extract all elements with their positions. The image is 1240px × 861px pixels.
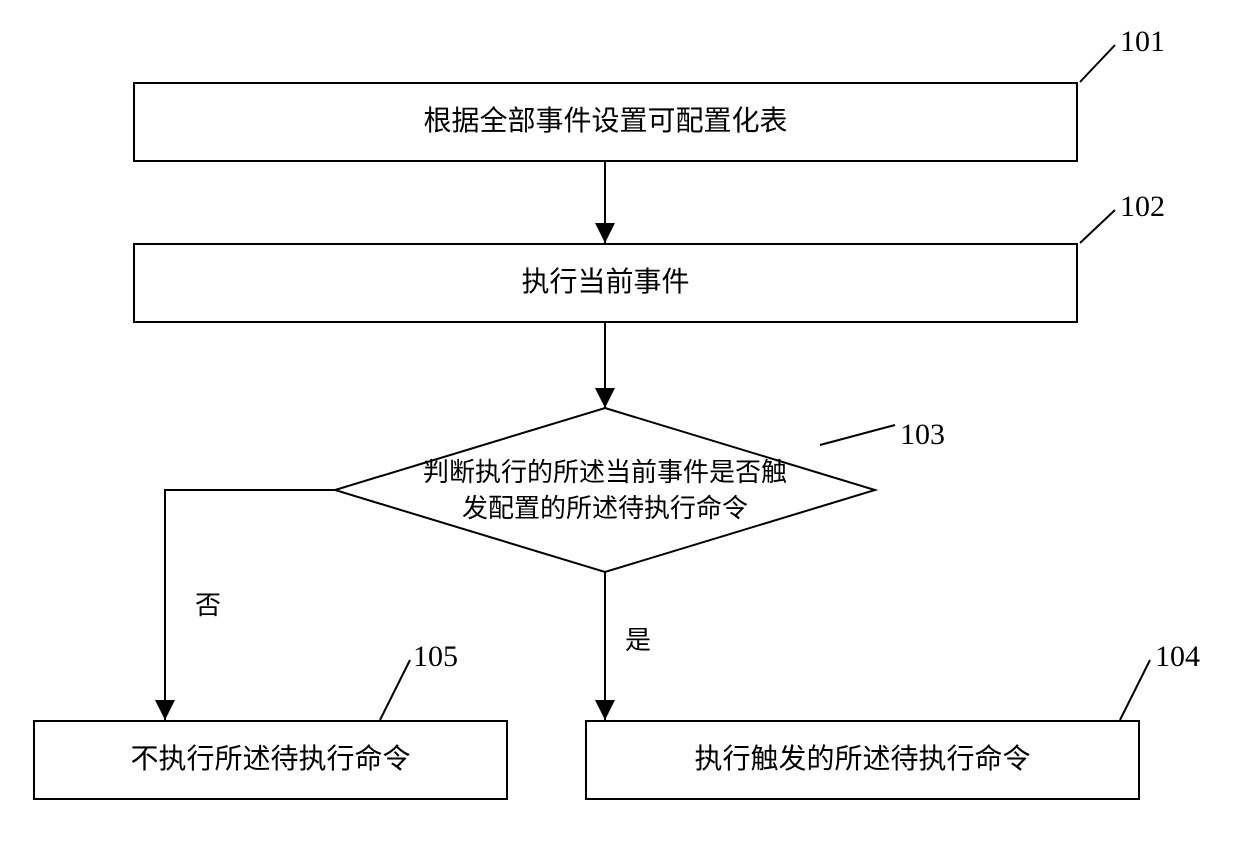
edge-103-105 — [165, 490, 335, 720]
leader-101 — [1080, 45, 1115, 82]
leader-105 — [380, 660, 410, 720]
flowchart-svg — [0, 0, 1240, 861]
node-103-text: 判断执行的所述当前事件是否触 发配置的所述待执行命令 — [405, 455, 805, 528]
leader-103 — [820, 425, 895, 445]
leader-104 — [1120, 660, 1150, 720]
node-103-line1: 判断执行的所述当前事件是否触 — [423, 458, 787, 487]
leader-102 — [1080, 210, 1115, 243]
node-103-line2: 发配置的所述待执行命令 — [462, 494, 748, 523]
